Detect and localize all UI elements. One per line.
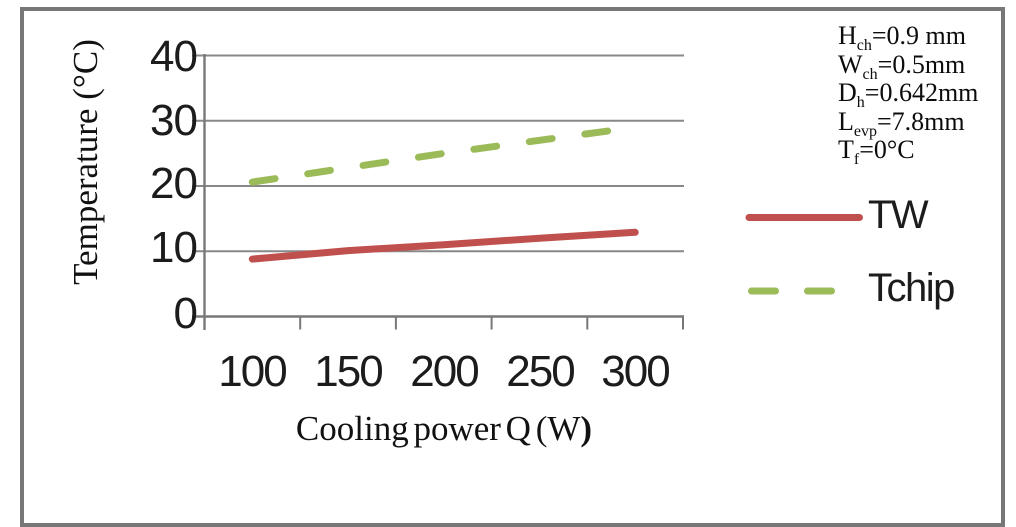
x-axis-title: Cooling power Q (W) (144, 410, 744, 448)
annotation-line-levp: Levp=7.8mm (838, 106, 965, 140)
series-line-tchip (248, 123, 639, 186)
y-tick-label-20: 20 (150, 158, 198, 208)
legend-label-tchip: Tchip (868, 266, 955, 310)
y-axis-title-text: Temperature (°C) (66, 39, 105, 285)
annotation-line-hch: Hch=0.9 mm (838, 21, 967, 54)
x-tick-label-100: 100 (218, 347, 287, 396)
annotation-line-wch: Wch=0.5mm (838, 49, 966, 83)
x-axis-title-text: Cooling power Q (W (295, 409, 581, 448)
annotation-line-dh: Dh=0.642mm (838, 78, 979, 112)
chart-plot-canvas (192, 54, 863, 330)
x-axis-title-bold-paren: ) (580, 409, 593, 448)
parameter-annotation-block: Hch=0.9 mm Wch=0.5mm Dh=0.642mm Levp=7.8… (838, 21, 979, 169)
y-tick-label-0: 0 (173, 288, 198, 338)
y-tick-label-30: 30 (150, 95, 198, 145)
legend-label-tw: TW (868, 193, 929, 237)
chart-figure: 40 30 20 10 0 100 150 200 250 300 Temper… (20, 7, 1005, 527)
x-tick-label-150: 150 (314, 347, 383, 396)
y-tick-label-40: 40 (150, 32, 198, 81)
series-line-tw (248, 228, 639, 263)
x-tick-label-300: 300 (601, 347, 670, 396)
y-tick-label-10: 10 (150, 223, 198, 272)
x-tick-label-200: 200 (410, 347, 479, 396)
x-tick-label-250: 250 (506, 347, 575, 396)
annotation-line-tf: Tf=0°C (838, 135, 915, 169)
